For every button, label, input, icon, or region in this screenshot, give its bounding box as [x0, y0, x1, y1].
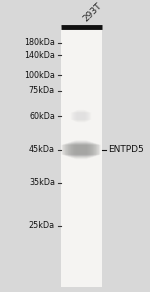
Text: 140kDa: 140kDa	[24, 51, 55, 60]
Bar	[61, 27, 102, 286]
Text: ENTPD5: ENTPD5	[109, 145, 144, 154]
FancyBboxPatch shape	[69, 142, 93, 157]
Text: 45kDa: 45kDa	[29, 145, 55, 154]
FancyBboxPatch shape	[71, 142, 91, 158]
Text: 293T: 293T	[81, 1, 103, 23]
FancyBboxPatch shape	[71, 113, 91, 120]
Text: 180kDa: 180kDa	[24, 38, 55, 47]
FancyBboxPatch shape	[62, 145, 100, 155]
Text: 25kDa: 25kDa	[29, 221, 55, 230]
FancyBboxPatch shape	[63, 144, 99, 155]
FancyBboxPatch shape	[66, 143, 96, 156]
Text: 75kDa: 75kDa	[29, 86, 55, 95]
Text: 60kDa: 60kDa	[29, 112, 55, 121]
Text: 100kDa: 100kDa	[24, 70, 55, 79]
FancyBboxPatch shape	[72, 141, 90, 158]
FancyBboxPatch shape	[68, 143, 94, 157]
Text: 35kDa: 35kDa	[29, 178, 55, 187]
FancyBboxPatch shape	[65, 144, 97, 156]
